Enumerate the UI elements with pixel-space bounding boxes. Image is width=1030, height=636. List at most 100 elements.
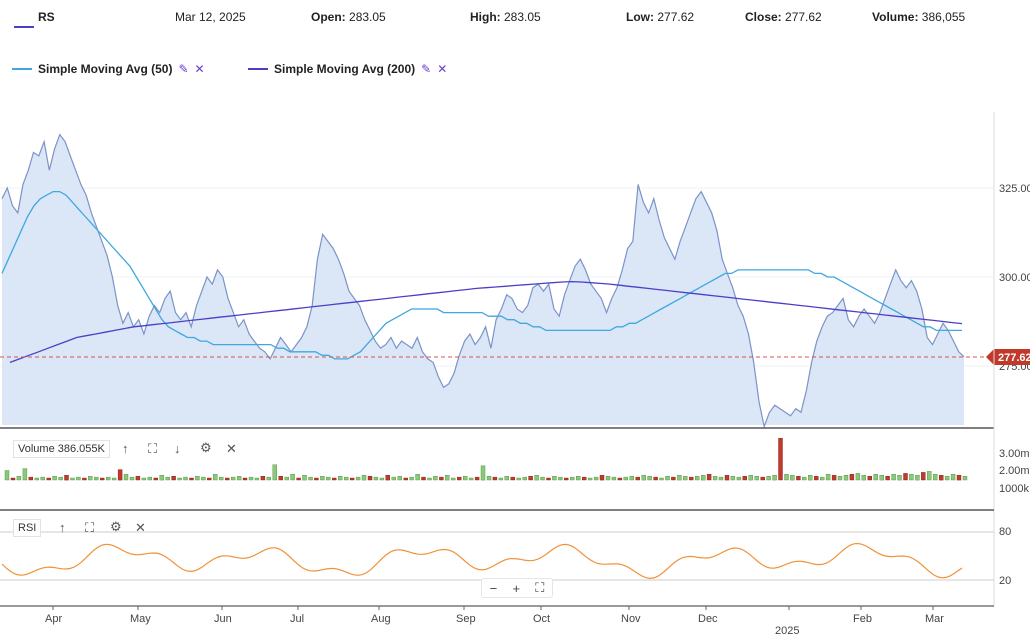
volume-bar	[10, 477, 16, 481]
volume-bar	[706, 474, 712, 481]
volume-bar	[933, 474, 938, 481]
volume-bar	[754, 476, 759, 481]
x-tick-label: Dec	[698, 613, 718, 625]
volume-bar	[653, 476, 658, 481]
volume-bar	[659, 477, 664, 481]
volume-bar	[915, 475, 920, 481]
volume-bar	[82, 477, 87, 481]
volume-bar	[808, 475, 813, 481]
rsi-line	[1, 542, 963, 580]
volume-bar	[909, 474, 914, 481]
volume-bar	[22, 468, 28, 481]
volume-bar	[570, 476, 575, 481]
volume-bar	[772, 475, 777, 481]
volume-bar	[266, 476, 271, 481]
volume-bar	[677, 475, 682, 481]
volume-bar	[903, 473, 908, 481]
svg-text:3.00m: 3.00m	[999, 448, 1030, 460]
volume-bar	[552, 476, 557, 481]
volume-bar	[831, 475, 837, 481]
volume-bar	[873, 474, 878, 481]
arrow-up-icon[interactable]: ↑	[122, 441, 129, 456]
volume-bar	[123, 474, 129, 481]
y-tick-label: 300.00	[999, 272, 1030, 284]
high-value: High: 283.05	[470, 10, 541, 24]
volume-bar	[391, 476, 396, 481]
svg-text:2.00m: 2.00m	[999, 465, 1030, 477]
low-value: Low: 277.62	[626, 10, 695, 24]
volume-bar	[129, 476, 135, 481]
volume-bar	[159, 475, 164, 481]
gear-icon[interactable]: ⚙	[200, 440, 212, 455]
volume-bar	[224, 477, 230, 481]
volume-bar	[760, 476, 765, 481]
volume-bar	[480, 465, 486, 481]
x-tick-label: Apr	[45, 613, 62, 625]
indicator-sma50: Simple Moving Avg (50) ✎ ✕	[12, 62, 205, 76]
price-tag: 277.62	[986, 349, 1030, 365]
close-icon[interactable]: ✕	[226, 441, 237, 456]
volume-bar	[195, 476, 200, 481]
volume-bar	[897, 475, 902, 481]
zoom-in-button[interactable]: +	[512, 580, 521, 596]
volume-bar	[260, 476, 266, 481]
arrow-up-icon[interactable]: ↑	[59, 520, 66, 535]
x-tick-label: Aug	[371, 613, 391, 625]
volume-bar	[147, 476, 153, 481]
expand-icon[interactable]: ⛶	[85, 520, 95, 535]
close-icon[interactable]: ✕	[437, 62, 448, 76]
volume-bar	[474, 476, 480, 481]
x-tick-label: Jul	[290, 613, 304, 625]
volume-value: Volume: 386,055	[872, 10, 966, 24]
volume-bar	[576, 476, 581, 481]
volume-bar	[796, 476, 801, 481]
volume-bar	[730, 476, 736, 481]
volume-bar	[308, 476, 313, 481]
volume-bar	[397, 476, 402, 481]
volume-bar	[534, 475, 539, 481]
volume-bar	[111, 477, 117, 481]
volume-bar	[344, 476, 349, 481]
expand-icon[interactable]: ⛶	[148, 441, 158, 456]
zoom-out-button[interactable]: −	[489, 580, 498, 596]
volume-bar	[99, 477, 105, 481]
volume-bar	[593, 476, 599, 481]
fit-button[interactable]: ⛶	[535, 580, 545, 595]
svg-text:1000k: 1000k	[999, 483, 1029, 495]
x-tick-label: Jun	[214, 613, 232, 625]
volume-bar	[879, 475, 884, 481]
volume-bar	[718, 476, 724, 481]
close-icon[interactable]: ✕	[194, 62, 205, 76]
volume-bar	[105, 476, 111, 481]
volume-bar	[4, 470, 10, 481]
pencil-icon[interactable]: ✎	[421, 62, 432, 76]
volume-bar	[849, 474, 855, 481]
symbol-label: RS	[38, 10, 55, 24]
volume-bar	[802, 476, 807, 481]
volume-bar	[70, 477, 75, 481]
volume-bar	[695, 476, 700, 481]
symbol-swatch	[14, 17, 34, 31]
volume-bar	[558, 476, 563, 481]
volume-bar	[528, 476, 533, 481]
pencil-icon[interactable]: ✎	[178, 62, 189, 76]
gear-icon[interactable]: ⚙	[110, 519, 122, 534]
volume-bar	[427, 477, 432, 481]
volume-bar	[457, 476, 462, 481]
volume-bar	[355, 476, 361, 481]
volume-bar	[629, 476, 634, 481]
sma200-label: Simple Moving Avg (200)	[274, 62, 416, 76]
close-icon[interactable]: ✕	[135, 520, 146, 535]
volume-bar	[582, 476, 587, 481]
volume-bar	[492, 476, 498, 481]
x-tick-label: Mar	[925, 613, 944, 625]
sma50-swatch	[12, 68, 32, 70]
volume-bar	[379, 477, 385, 481]
volume-bar	[338, 476, 343, 481]
arrow-down-icon[interactable]: ↓	[174, 441, 181, 456]
volume-bar	[320, 476, 325, 481]
year-label: 2025	[775, 625, 799, 636]
volume-bar	[302, 475, 307, 481]
volume-bar	[468, 477, 474, 481]
